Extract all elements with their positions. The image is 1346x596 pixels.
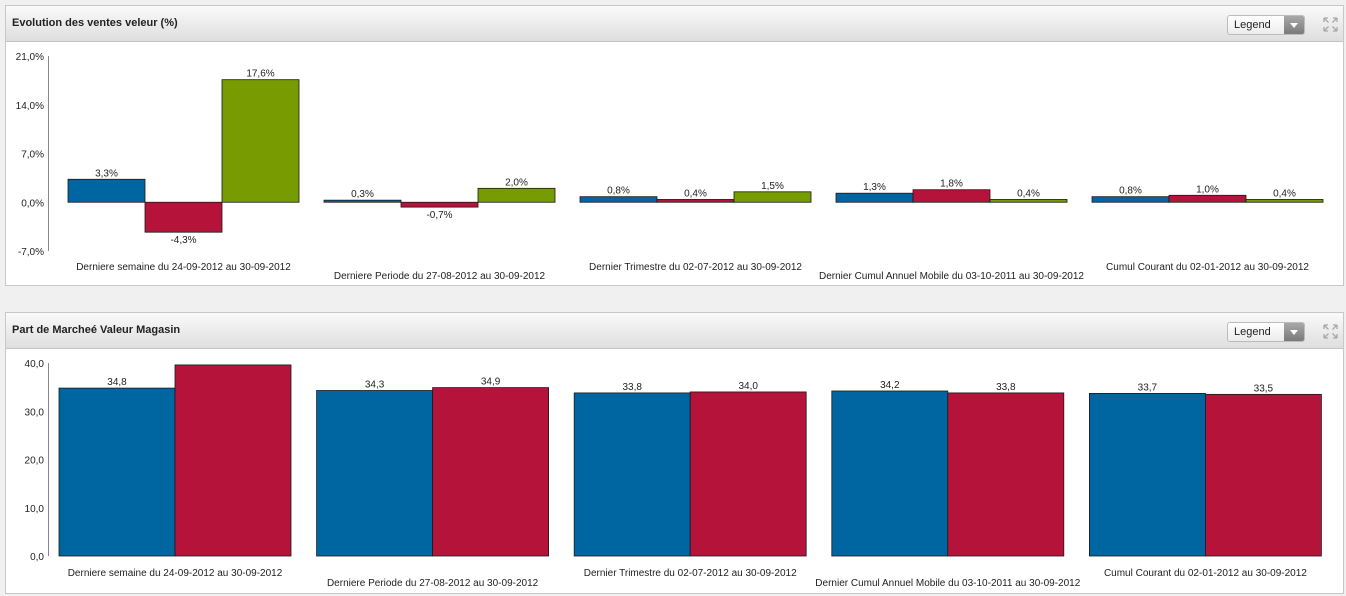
bar <box>174 364 292 557</box>
x-category-label: Cumul Courant du 02-01-2012 au 30-09-201… <box>1104 568 1307 579</box>
bar <box>1091 196 1170 203</box>
data-label: 33,5 <box>1254 383 1274 394</box>
legend-dropdown-label: Legend <box>1234 326 1271 338</box>
panel-title: Part de Marcheé Valeur Magasin <box>12 324 181 336</box>
bar <box>835 192 914 203</box>
bar <box>432 387 550 557</box>
y-tick-label: 20,0 <box>25 456 45 467</box>
y-tick-label: 0,0 <box>30 552 44 563</box>
sales-evolution-panel: Evolution des ventes veleur (%) Legend 2… <box>5 5 1344 286</box>
y-tick-label: -7,0% <box>18 247 44 258</box>
y-tick-label: 40,0 <box>25 359 45 370</box>
x-category-label: Dernier Trimestre du 02-07-2012 au 30-09… <box>584 568 797 579</box>
y-tick-label: 30,0 <box>25 407 45 418</box>
bar <box>221 79 300 203</box>
bar <box>323 199 402 203</box>
x-category-label: Dernier Cumul Annuel Mobile du 03-10-201… <box>815 578 1080 589</box>
data-label: 1,8% <box>940 179 963 190</box>
data-label: 0,3% <box>351 189 374 200</box>
data-label: 34,0 <box>738 381 758 392</box>
data-label: 33,8 <box>996 382 1016 393</box>
sales-evolution-chart: 21,0% 14,0% 7,0% 0,0% -7,0% 3,3% -4,3% 17,6% Der… <box>16 52 1324 282</box>
data-label: 0,4% <box>1017 188 1040 199</box>
x-category-label: Dernier Trimestre du 02-07-2012 au 30-09… <box>589 262 802 273</box>
y-tick-label: 21,0% <box>16 52 44 63</box>
bar <box>316 390 434 557</box>
x-category-label: Derniere semaine du 24-09-2012 au 30-09-… <box>76 262 291 273</box>
data-label: 1,0% <box>1196 184 1219 195</box>
bar <box>1168 194 1247 203</box>
bar <box>689 391 807 557</box>
bar <box>947 392 1065 557</box>
bar <box>477 187 556 203</box>
data-label: 17,6% <box>246 69 274 80</box>
panel-header: Part de Marcheé Valeur Magasin Legend <box>6 313 1343 349</box>
bar <box>912 189 991 203</box>
expand-icon[interactable] <box>1323 17 1338 32</box>
bar <box>144 201 223 233</box>
data-label: -4,3% <box>170 235 196 246</box>
data-label: 34,9 <box>481 377 501 388</box>
market-share-panel: Part de Marcheé Valeur Magasin Legend 40… <box>5 312 1344 594</box>
bar <box>67 178 146 203</box>
bar <box>1205 393 1322 557</box>
x-category-label: Dernier Cumul Annuel Mobile du 03-10-201… <box>819 271 1084 282</box>
market-share-chart: 40,0 30,0 20,0 10,0 0,0 34,8 Derniere semaine … <box>25 359 1322 589</box>
y-tick-label: 0,0% <box>21 198 44 209</box>
data-label: 0,8% <box>607 186 630 197</box>
panel-header: Evolution des ventes veleur (%) Legend <box>6 6 1343 42</box>
data-label: 0,4% <box>1273 188 1296 199</box>
bar <box>400 201 479 208</box>
bar <box>733 191 812 203</box>
data-label: 1,5% <box>761 181 784 192</box>
data-label: 34,3 <box>365 380 385 391</box>
bar <box>989 199 1068 203</box>
y-tick-label: 7,0% <box>21 150 44 161</box>
bar <box>1245 199 1324 203</box>
x-category-label: Cumul Courant du 02-01-2012 au 30-09-201… <box>1106 262 1309 273</box>
dropdown-arrow-icon[interactable] <box>1284 16 1304 34</box>
data-label: 33,8 <box>622 382 642 393</box>
bar <box>579 196 658 203</box>
data-label: 2,0% <box>505 177 528 188</box>
data-label: 1,3% <box>863 182 886 193</box>
x-category-label: Derniere Periode du 27-08-2012 au 30-09-… <box>327 578 539 589</box>
bar <box>1089 392 1206 557</box>
x-category-label: Derniere semaine du 24-09-2012 au 30-09-… <box>68 568 283 579</box>
data-label: 33,7 <box>1138 382 1158 393</box>
bar <box>831 390 949 557</box>
data-label: 0,8% <box>1119 186 1142 197</box>
y-tick-label: 14,0% <box>16 101 44 112</box>
legend-dropdown[interactable]: Legend <box>1227 322 1305 342</box>
data-label: 3,3% <box>95 168 118 179</box>
x-category-label: Derniere Periode du 27-08-2012 au 30-09-… <box>334 271 546 282</box>
y-tick-label: 10,0 <box>25 504 45 515</box>
data-label: 0,4% <box>684 188 707 199</box>
data-label: -0,7% <box>426 210 452 221</box>
dropdown-arrow-icon[interactable] <box>1284 323 1304 341</box>
expand-icon[interactable] <box>1323 324 1338 339</box>
legend-dropdown[interactable]: Legend <box>1227 15 1305 35</box>
bar <box>573 392 691 557</box>
data-label: 34,2 <box>880 380 900 391</box>
bar <box>656 199 735 203</box>
data-label: 34,8 <box>107 377 127 388</box>
bar <box>58 387 176 557</box>
panel-title: Evolution des ventes veleur (%) <box>12 17 178 29</box>
legend-dropdown-label: Legend <box>1234 19 1271 31</box>
